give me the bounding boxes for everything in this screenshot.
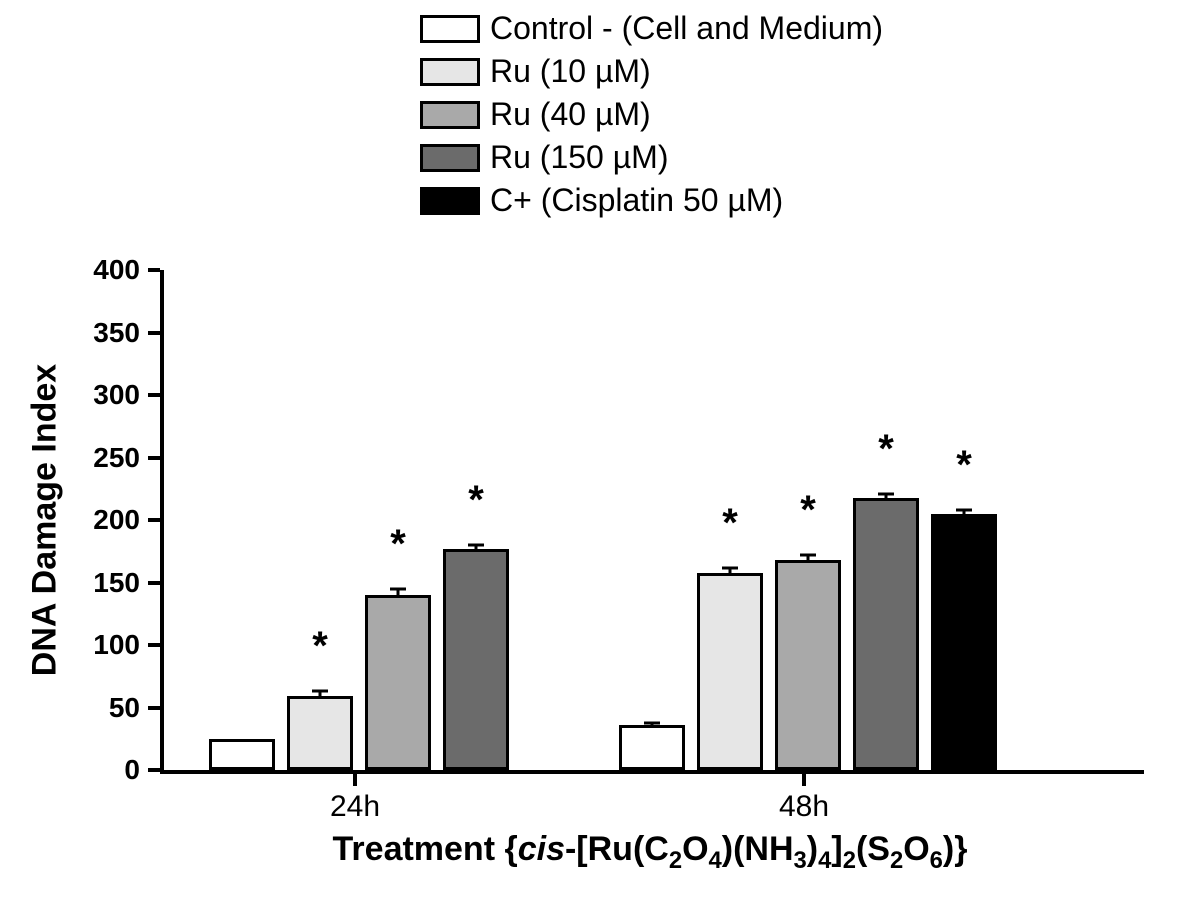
y-tick-label: 350 xyxy=(0,317,140,349)
bar xyxy=(365,595,431,770)
legend-item: Ru (10 µM) xyxy=(420,53,883,90)
significance-marker: * xyxy=(800,488,816,533)
error-bar-cap xyxy=(956,509,972,512)
bar xyxy=(209,739,275,770)
bar xyxy=(931,514,997,770)
bar xyxy=(697,573,763,771)
significance-marker: * xyxy=(312,624,328,669)
legend-swatch xyxy=(420,101,480,129)
bar xyxy=(853,498,919,771)
significance-marker: * xyxy=(468,478,484,523)
legend-label: Ru (40 µM) xyxy=(490,96,651,133)
y-tick xyxy=(148,581,160,585)
error-bar-cap xyxy=(468,544,484,547)
y-tick xyxy=(148,268,160,272)
y-tick xyxy=(148,706,160,710)
legend: Control - (Cell and Medium) Ru (10 µM) Ru … xyxy=(420,10,883,225)
dna-damage-bar-chart: * * * * * * * 0 50 100 150 200 250 300 350 400 DNA Damag… xyxy=(0,0,1200,902)
x-group-label: 48h xyxy=(779,790,829,824)
error-bar-cap xyxy=(722,566,738,569)
legend-swatch xyxy=(420,15,480,43)
error-bar-cap xyxy=(644,721,660,724)
y-tick xyxy=(148,518,160,522)
legend-label: Ru (150 µM) xyxy=(490,139,668,176)
x-axis-title: Treatment {cis-[Ru(C2O4)(NH3)4]2(S2O6)} xyxy=(333,830,968,875)
y-tick xyxy=(148,768,160,772)
significance-marker: * xyxy=(956,443,972,488)
legend-label: Ru (10 µM) xyxy=(490,53,651,90)
x-group-label: 24h xyxy=(330,790,380,824)
legend-swatch xyxy=(420,187,480,215)
y-tick-label: 400 xyxy=(0,254,140,286)
error-bar-cap xyxy=(390,587,406,590)
significance-marker: * xyxy=(722,501,738,546)
y-tick xyxy=(148,456,160,460)
error-bar-cap xyxy=(312,690,328,693)
bar xyxy=(287,696,353,770)
y-axis-title: DNA Damage Index xyxy=(26,364,65,676)
legend-item: Ru (40 µM) xyxy=(420,96,883,133)
legend-swatch xyxy=(420,58,480,86)
legend-swatch xyxy=(420,144,480,172)
y-tick-label: 100 xyxy=(0,629,140,661)
y-tick-label: 250 xyxy=(0,442,140,474)
bar xyxy=(443,549,509,770)
y-tick-label: 50 xyxy=(0,692,140,724)
y-tick xyxy=(148,643,160,647)
x-tick xyxy=(802,774,806,786)
legend-item: Control - (Cell and Medium) xyxy=(420,10,883,47)
legend-label: Control - (Cell and Medium) xyxy=(490,10,883,47)
plot-area: * * * * * * * xyxy=(160,270,1144,774)
significance-marker: * xyxy=(390,522,406,567)
legend-item: Ru (150 µM) xyxy=(420,139,883,176)
significance-marker: * xyxy=(878,427,894,472)
y-tick xyxy=(148,331,160,335)
y-tick-label: 150 xyxy=(0,567,140,599)
bar xyxy=(775,560,841,770)
error-bar-cap xyxy=(800,554,816,557)
y-tick-label: 0 xyxy=(0,754,140,786)
y-tick xyxy=(148,393,160,397)
error-bar-cap xyxy=(878,492,894,495)
y-tick-label: 200 xyxy=(0,504,140,536)
legend-label: C+ (Cisplatin 50 µM) xyxy=(490,182,783,219)
legend-item: C+ (Cisplatin 50 µM) xyxy=(420,182,883,219)
bar xyxy=(619,725,685,770)
x-tick xyxy=(353,774,357,786)
y-tick-label: 300 xyxy=(0,379,140,411)
